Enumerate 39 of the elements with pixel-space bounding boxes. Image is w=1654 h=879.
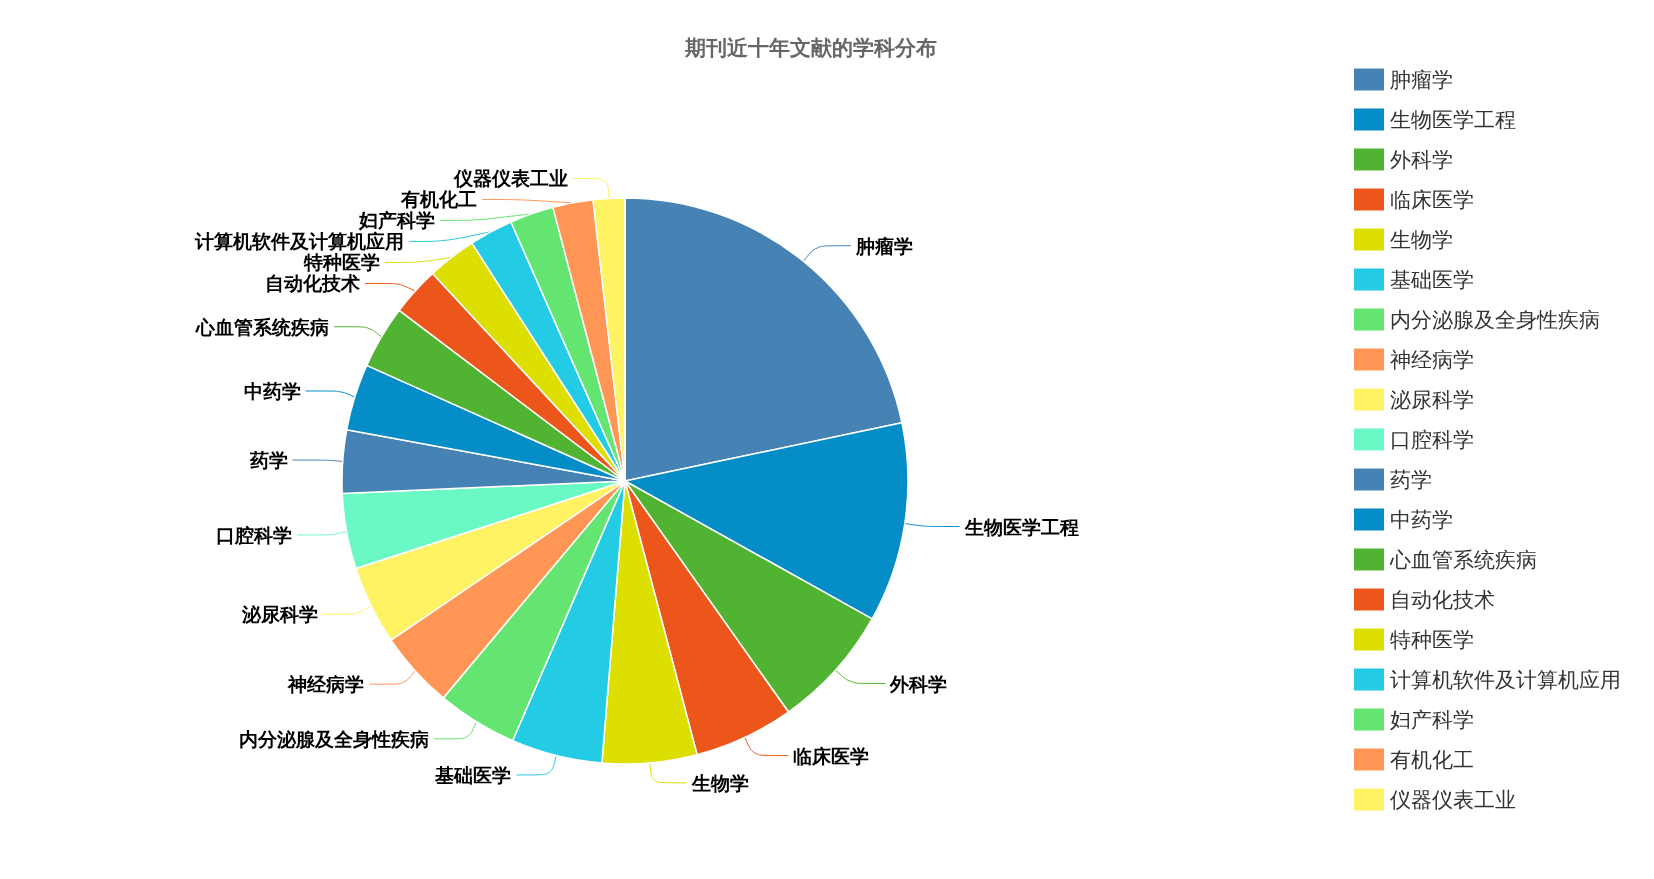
slice-label: 内分泌腺及全身性疾病 (239, 727, 430, 750)
legend-label: 生物学 (1390, 227, 1453, 252)
legend-label: 自动化技术 (1390, 587, 1495, 612)
legend-label: 外科学 (1390, 147, 1453, 172)
slice-label: 妇产科学 (357, 209, 435, 232)
slice-label: 肿瘤学 (854, 234, 913, 257)
legend-label: 妇产科学 (1390, 707, 1474, 732)
chart-title: 期刊近十年文献的学科分布 (684, 35, 937, 60)
slice-label: 计算机软件及计算机应用 (194, 230, 405, 253)
legend-label: 基础医学 (1390, 267, 1474, 292)
legend-label: 有机化工 (1390, 747, 1474, 772)
legend-label: 内分泌腺及全身性疾病 (1390, 307, 1600, 332)
slice-label: 基础医学 (434, 763, 512, 786)
slice-label: 药学 (248, 449, 288, 472)
slice-label: 神经病学 (287, 673, 365, 696)
slice-label: 临床医学 (793, 744, 870, 767)
legend-label: 药学 (1390, 467, 1432, 492)
slice-label: 特种医学 (302, 251, 380, 274)
legend-label: 神经病学 (1390, 347, 1474, 372)
legend-label: 仪器仪表工业 (1390, 787, 1516, 812)
slice-label: 心血管系统疾病 (195, 315, 330, 338)
legend-label: 泌尿科学 (1390, 387, 1474, 412)
legend-label: 临床医学 (1390, 187, 1474, 212)
slice-label: 中药学 (243, 380, 301, 402)
slice-label: 自动化技术 (265, 272, 361, 295)
slice-label: 生物医学工程 (963, 515, 1079, 538)
slice-label: 外科学 (889, 672, 948, 695)
legend-label: 生物医学工程 (1390, 107, 1516, 132)
slice-label: 口腔科学 (215, 523, 292, 546)
slice-label: 泌尿科学 (240, 603, 318, 626)
slice-label: 生物学 (690, 771, 749, 794)
legend-label: 中药学 (1390, 507, 1453, 532)
slice-label: 有机化工 (400, 188, 478, 211)
legend-label: 计算机软件及计算机应用 (1390, 667, 1621, 692)
legend-label: 特种医学 (1390, 627, 1474, 652)
slice-label: 仪器仪表工业 (452, 167, 568, 190)
legend-label: 心血管系统疾病 (1389, 547, 1537, 572)
legend-label: 肿瘤学 (1390, 67, 1453, 92)
legend-label: 口腔科学 (1390, 427, 1474, 452)
